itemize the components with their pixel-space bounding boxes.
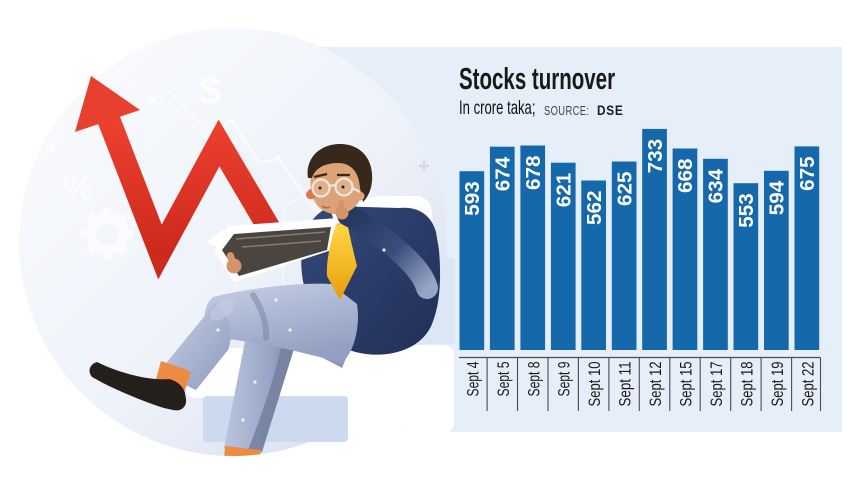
bar-sept-10 [581,180,606,350]
book-lines [235,231,326,248]
bar-sept-5 [489,146,515,350]
bar-sept-4 [459,171,485,350]
bar-value-sept-5: 674 [493,156,515,191]
axis-label-sept-8: Sept 8 [524,362,543,397]
book-cover [222,227,331,276]
bar-sept-8 [520,145,546,350]
bar-sept-11 [611,161,637,350]
axis-label-sept-11: Sept 11 [616,362,635,407]
bar-sept-9 [550,162,576,350]
axis-label-sept-10: Sept 10 [585,362,604,407]
bar-value-sept-8: 678 [523,156,545,191]
axis-label-sept-4: Sept 4 [463,362,482,397]
axis-group [459,356,822,411]
axis-label-sept-5: Sept 5 [494,362,513,397]
source-value: DSE [597,102,624,118]
upward-trend-arrow-icon [75,76,282,280]
axis-label-sept-15: Sept 15 [677,362,696,407]
dollar-icon: $ [199,69,221,113]
percent-icon: % [62,169,93,208]
bars-group [459,128,820,350]
thigh [204,283,358,363]
hand-at-chin [335,200,349,220]
plus-icon [47,143,57,153]
bar-sept-19 [764,170,789,350]
tie [326,222,357,300]
far-leg-shade [248,342,296,452]
bar-value-sept-15: 668 [675,159,697,194]
dollar-glyph: $ [199,69,221,113]
bar-value-sept-10: 562 [584,191,606,226]
bar-value-sept-4: 593 [462,181,484,216]
bar-value-sept-12: 733 [645,139,667,174]
bar-value-sept-22: 675 [797,156,819,191]
left-hand [226,252,242,274]
bar-sept-17 [703,158,728,350]
source-label: SOURCE: [544,103,590,118]
bar-value-sept-9: 621 [553,173,575,208]
knee-crease [250,292,270,341]
far-leg-ankle [224,446,261,456]
far-leg [224,336,296,456]
chart-subtitle: In crore taka; [459,97,536,119]
bar-value-sept-19: 594 [767,180,789,215]
axis-label-sept-18: Sept 18 [737,362,756,407]
shin [167,302,231,390]
bar-value-sept-18: 553 [736,193,758,228]
crossed-leg [89,283,358,411]
bar-value-sept-17: 634 [706,168,728,203]
bar-value-sept-11: 625 [614,172,636,207]
bar-sept-15 [672,148,698,350]
knee-highlight [209,299,235,321]
axis-label-sept-12: Sept 12 [646,362,665,407]
papers [206,218,341,282]
head [306,143,373,215]
value-labels-group: 593 674 678 621 562 625 733 668 634 553 594 675 [462,139,819,228]
sparkle-dots [216,248,386,422]
bar-sept-22 [794,146,820,350]
axis-label-sept-19: Sept 19 [768,362,787,407]
axis-label-sept-9: Sept 9 [555,362,574,397]
chin-arm [337,204,438,299]
axis-label-sept-17: Sept 17 [707,362,726,407]
reading-man-illustration: $ % [19,28,447,456]
axis-label-sept-22: Sept 22 [798,362,817,407]
bar-sept-18 [733,183,759,350]
shoe [89,362,187,411]
chart-title: Stocks turnover [459,62,616,96]
bar-sept-12 [642,128,667,350]
man-figure [89,143,441,456]
plus-icon-2 [419,161,429,171]
category-labels-group: Sept 4 Sept 5 Sept 8 Sept 9 Sept 10 Sept 11 Se… [463,362,817,407]
